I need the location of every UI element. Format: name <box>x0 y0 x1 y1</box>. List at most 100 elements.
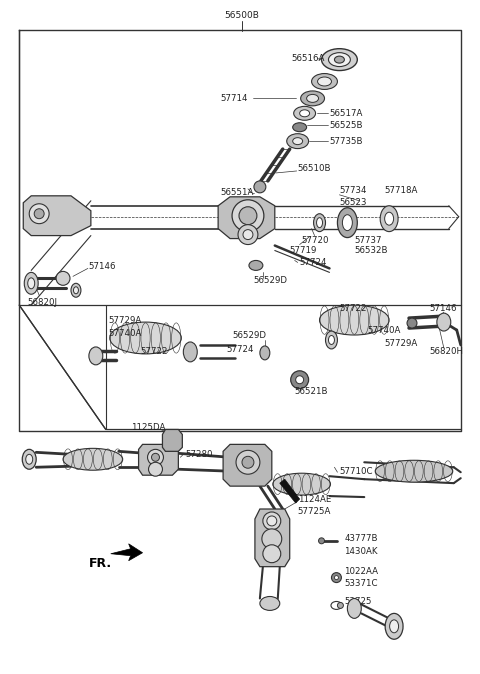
Text: 57740A: 57740A <box>367 326 401 334</box>
Circle shape <box>332 573 341 582</box>
Text: 56532B: 56532B <box>354 246 388 255</box>
Ellipse shape <box>313 214 325 232</box>
Circle shape <box>291 371 309 389</box>
Text: 56500B: 56500B <box>225 11 259 20</box>
Circle shape <box>236 450 260 474</box>
Text: FR.: FR. <box>89 557 112 570</box>
Ellipse shape <box>273 473 330 495</box>
Polygon shape <box>162 429 182 452</box>
Text: 57725A: 57725A <box>298 508 331 516</box>
Polygon shape <box>223 444 272 486</box>
Text: 1430AK: 1430AK <box>344 547 378 556</box>
Text: 56820J: 56820J <box>27 298 57 307</box>
Circle shape <box>242 456 254 468</box>
Ellipse shape <box>183 342 197 362</box>
Ellipse shape <box>22 450 36 469</box>
Text: 56525B: 56525B <box>329 121 363 129</box>
Text: 57280: 57280 <box>185 450 213 459</box>
Text: 57714: 57714 <box>220 94 248 103</box>
Text: 57718A: 57718A <box>384 186 418 195</box>
Text: 57734: 57734 <box>339 186 367 195</box>
Text: 57146: 57146 <box>89 262 116 271</box>
Circle shape <box>56 272 70 285</box>
Ellipse shape <box>342 215 352 231</box>
Polygon shape <box>23 196 91 236</box>
Circle shape <box>319 538 324 544</box>
Circle shape <box>335 576 338 580</box>
Text: 57146: 57146 <box>429 304 456 313</box>
Text: 56521B: 56521B <box>295 387 328 396</box>
Text: 56820H: 56820H <box>429 347 463 357</box>
Circle shape <box>152 454 159 461</box>
Ellipse shape <box>307 94 319 102</box>
Ellipse shape <box>318 77 332 86</box>
Circle shape <box>239 207 257 224</box>
Circle shape <box>296 376 304 384</box>
Ellipse shape <box>325 331 337 349</box>
Circle shape <box>262 529 282 549</box>
Ellipse shape <box>300 110 310 117</box>
Circle shape <box>148 462 162 477</box>
Ellipse shape <box>320 305 389 335</box>
Ellipse shape <box>249 260 263 270</box>
Text: 57735B: 57735B <box>329 137 363 146</box>
Ellipse shape <box>328 336 335 344</box>
Ellipse shape <box>26 454 33 464</box>
Circle shape <box>29 204 49 224</box>
Ellipse shape <box>110 322 181 354</box>
Ellipse shape <box>380 206 398 232</box>
Ellipse shape <box>390 620 398 633</box>
Text: 57722: 57722 <box>141 347 168 357</box>
Text: 1124AE: 1124AE <box>298 495 331 503</box>
Ellipse shape <box>28 278 35 288</box>
Ellipse shape <box>300 91 324 106</box>
Circle shape <box>243 230 253 239</box>
Polygon shape <box>111 544 143 561</box>
Ellipse shape <box>312 73 337 90</box>
Text: 56517A: 56517A <box>329 109 363 118</box>
Text: 57720: 57720 <box>301 236 329 245</box>
Ellipse shape <box>24 272 38 295</box>
Ellipse shape <box>385 613 403 639</box>
Text: 57710C: 57710C <box>339 466 373 476</box>
Text: 57719: 57719 <box>290 246 317 255</box>
Text: 57729A: 57729A <box>109 315 142 325</box>
Ellipse shape <box>260 346 270 360</box>
Ellipse shape <box>384 212 394 225</box>
Ellipse shape <box>316 218 323 228</box>
Text: 56510B: 56510B <box>298 164 331 173</box>
Text: 43777B: 43777B <box>344 534 378 543</box>
Text: 56529D: 56529D <box>232 330 266 340</box>
Text: 56523: 56523 <box>339 198 367 208</box>
Ellipse shape <box>375 460 453 482</box>
Ellipse shape <box>328 53 350 67</box>
Circle shape <box>407 318 417 328</box>
Text: 57740A: 57740A <box>109 328 142 338</box>
Polygon shape <box>218 197 275 239</box>
Ellipse shape <box>335 56 344 63</box>
Circle shape <box>337 603 343 609</box>
Ellipse shape <box>437 313 451 331</box>
Ellipse shape <box>293 137 302 145</box>
Circle shape <box>147 450 164 465</box>
Polygon shape <box>280 479 300 503</box>
Text: 57722: 57722 <box>339 304 367 313</box>
Circle shape <box>254 181 266 193</box>
Circle shape <box>263 512 281 530</box>
Circle shape <box>34 209 44 218</box>
Ellipse shape <box>260 596 280 611</box>
Text: 56551A: 56551A <box>220 188 253 197</box>
Text: 1022AA: 1022AA <box>344 567 378 576</box>
Ellipse shape <box>348 599 361 618</box>
Ellipse shape <box>71 283 81 297</box>
Circle shape <box>267 516 277 526</box>
Text: 53371C: 53371C <box>344 579 378 588</box>
Circle shape <box>232 200 264 232</box>
Ellipse shape <box>89 347 103 365</box>
Text: 57729A: 57729A <box>384 340 418 348</box>
Circle shape <box>238 224 258 245</box>
Text: 57737: 57737 <box>354 236 382 245</box>
Ellipse shape <box>293 123 307 131</box>
Text: 57724: 57724 <box>300 258 327 267</box>
Ellipse shape <box>322 49 357 71</box>
